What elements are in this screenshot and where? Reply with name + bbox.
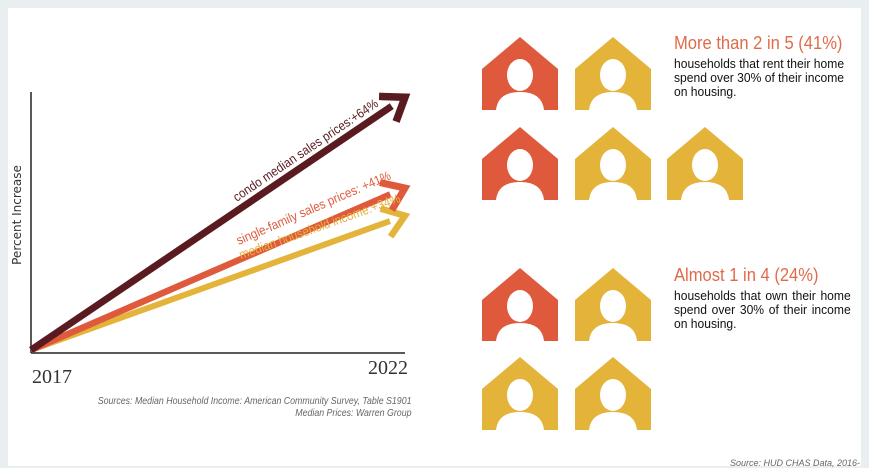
owners-house-icon-1	[575, 268, 651, 341]
series-layer	[29, 92, 411, 353]
infographic-panel	[8, 8, 861, 466]
y-axis-label: Percent Increase	[10, 165, 24, 265]
renters-house-icon-4	[667, 127, 743, 200]
owners-stat: Almost 1 in 4 (24%) households that own …	[674, 265, 854, 331]
series-line-1	[29, 191, 392, 353]
owners-body: households that own their home spend ove…	[674, 288, 851, 331]
x-tick-2017: 2017	[32, 366, 72, 388]
renters-house-icon-1	[575, 37, 651, 110]
series-arrowhead-2	[379, 205, 411, 239]
chart-sources: Sources: Median Household Income: Americ…	[97, 396, 411, 420]
x-tick-2022: 2022	[368, 357, 408, 379]
owners-house-icon-3	[575, 357, 651, 430]
renters-stat: More than 2 in 5 (41%) households that r…	[674, 33, 854, 99]
owners-house-icon-2	[482, 357, 558, 430]
sources-line-1: Sources: Median Household Income: Americ…	[97, 396, 411, 407]
series-arrow-1	[29, 179, 411, 353]
owners-headline: Almost 1 in 4 (24%)	[674, 265, 819, 285]
sources-line-2: Median Prices: Warren Group	[294, 408, 411, 419]
series-arrowhead-1	[379, 179, 411, 212]
renters-house-icon-3	[575, 127, 651, 200]
percent-increase-chart	[29, 92, 411, 354]
renters-body: households that rent their home spend ov…	[674, 56, 845, 99]
series-arrow-2	[29, 205, 411, 353]
renters-house-icon-2	[482, 127, 558, 200]
owners-house-icon-0	[482, 268, 558, 341]
hud-source-note: Source: HUD CHAS Data, 2016-	[730, 458, 861, 468]
renters-house-icon-0	[482, 37, 558, 110]
series-line-0	[29, 103, 394, 353]
renters-headline: More than 2 in 5 (41%)	[674, 33, 843, 53]
series-arrowhead-0	[378, 92, 411, 123]
series-arrow-0	[29, 92, 411, 353]
series-line-2	[29, 218, 391, 353]
